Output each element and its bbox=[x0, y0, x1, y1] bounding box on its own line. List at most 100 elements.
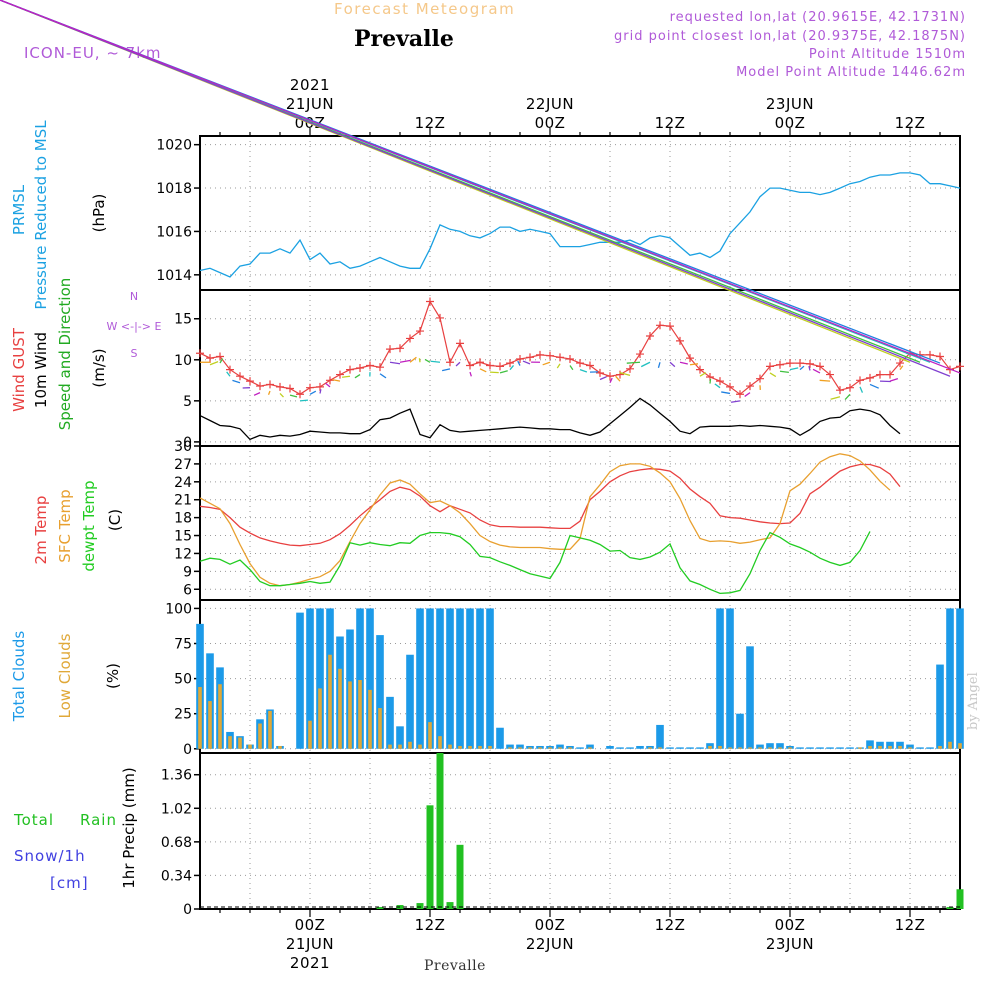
y-tick-label: 5 bbox=[183, 394, 192, 410]
total-clouds-bar bbox=[866, 740, 874, 749]
total-clouds-bar bbox=[946, 608, 954, 749]
total-clouds-bar bbox=[366, 608, 374, 749]
total-clouds-bar bbox=[356, 608, 364, 749]
total-clouds-bar bbox=[806, 747, 814, 749]
total-clouds-bar bbox=[376, 635, 384, 749]
rain-bar bbox=[376, 907, 384, 909]
x-tick-label-top: 12Z bbox=[895, 114, 926, 132]
total-rain-label-total: Total bbox=[13, 811, 54, 829]
low-clouds-bar bbox=[328, 654, 332, 749]
low-clouds-bar bbox=[888, 745, 892, 749]
low-clouds-bar bbox=[518, 747, 522, 749]
total-clouds-bar bbox=[526, 745, 534, 749]
wind-direction-arrow bbox=[556, 363, 561, 369]
wind-direction-arrow bbox=[819, 379, 831, 382]
chart-subtitle: Forecast Meteogram bbox=[334, 0, 516, 18]
wind-direction-arrow bbox=[619, 371, 631, 377]
total-clouds-bar bbox=[616, 747, 624, 749]
total-rain-label-rain: Rain bbox=[80, 811, 117, 829]
wind-direction-arrow bbox=[640, 361, 651, 368]
wind-gust-marker bbox=[486, 361, 494, 370]
x-tick-label-bottom: 2021 bbox=[290, 954, 330, 972]
x-tick-label-bottom: 21JUN bbox=[286, 935, 334, 953]
wind-gust-marker bbox=[256, 382, 264, 391]
wind-gust-marker bbox=[716, 377, 724, 386]
wind-direction-arrow bbox=[209, 361, 219, 366]
wind-direction-arrow bbox=[689, 363, 699, 366]
wind-direction-arrow bbox=[319, 389, 322, 394]
wind-gust-marker bbox=[476, 358, 484, 367]
low-clouds-bar bbox=[748, 747, 752, 749]
wind-direction-arrow bbox=[626, 361, 641, 364]
wind-gust-marker bbox=[756, 374, 764, 383]
y-tick-label: 1.36 bbox=[161, 768, 192, 784]
total-clouds-bar bbox=[926, 747, 934, 749]
total-clouds-bar bbox=[456, 608, 464, 749]
wind-direction-arrow bbox=[699, 372, 707, 377]
temp-dewpt-label: dewpt Temp bbox=[80, 480, 98, 571]
low-clouds-bar bbox=[248, 744, 252, 749]
low-clouds-bar bbox=[718, 745, 722, 749]
total-clouds-bar bbox=[646, 745, 654, 749]
wind-gust-marker bbox=[816, 362, 824, 371]
wind-gust-marker bbox=[796, 359, 804, 368]
wind-direction-arrow bbox=[430, 360, 441, 363]
low-clouds-bar bbox=[338, 668, 342, 749]
wind-gust-marker bbox=[456, 339, 464, 348]
total-clouds-bar bbox=[576, 747, 584, 749]
wind-gust-marker bbox=[686, 354, 694, 363]
total-clouds-bar bbox=[936, 664, 944, 749]
low-clouds-bar bbox=[308, 720, 312, 749]
wind-direction-arrow bbox=[869, 383, 879, 389]
total-clouds-bar bbox=[956, 608, 964, 749]
low-clouds-bar bbox=[438, 736, 442, 749]
total-clouds-bar bbox=[826, 747, 834, 749]
total-clouds-bar bbox=[846, 747, 854, 749]
wind-direction-arrow bbox=[232, 379, 241, 384]
low-clouds-bar bbox=[398, 744, 402, 749]
wind-gust-marker bbox=[196, 349, 204, 358]
y-tick-label: 27 bbox=[174, 457, 192, 473]
total-clouds-bar bbox=[316, 608, 324, 749]
clouds-unit: (%) bbox=[104, 663, 122, 689]
wind-gust-marker bbox=[446, 358, 454, 367]
wind-gust-marker bbox=[356, 364, 364, 372]
wind-gust-marker bbox=[586, 361, 594, 370]
pressure-label-full: Pressure Reduced to MSL bbox=[32, 120, 50, 310]
y-tick-label: 10 bbox=[174, 353, 192, 369]
wind-gust-marker bbox=[366, 361, 374, 370]
total-clouds-bar bbox=[686, 747, 694, 749]
rain-bar bbox=[416, 903, 424, 909]
low-clouds-bar bbox=[408, 741, 412, 749]
total-clouds-bar bbox=[636, 745, 644, 749]
total-clouds-bar bbox=[506, 744, 514, 749]
wind-direction-arrow bbox=[289, 394, 298, 398]
wind-gust-line bbox=[199, 300, 961, 396]
wind-gust-marker bbox=[636, 350, 644, 359]
wind-direction-arrow bbox=[812, 368, 821, 374]
total-clouds-bar bbox=[196, 623, 204, 749]
low-clouds-bar bbox=[658, 747, 662, 749]
total-clouds-bar bbox=[406, 654, 414, 749]
low-clouds-bar bbox=[528, 747, 532, 749]
wind-direction-arrow bbox=[799, 365, 805, 371]
wind-direction-arrow bbox=[714, 383, 721, 389]
x-tick-label-top: 00Z bbox=[775, 114, 806, 132]
wind-direction-arrow bbox=[808, 365, 811, 371]
wind-direction-arrow bbox=[399, 359, 411, 363]
low-clouds-bar bbox=[368, 689, 372, 749]
wind-gust-marker bbox=[596, 368, 604, 377]
y-tick-label: 1014 bbox=[156, 268, 192, 284]
wind-gust-marker bbox=[296, 390, 304, 399]
low-clouds-bar bbox=[508, 747, 512, 749]
wind-gust-marker bbox=[266, 380, 274, 389]
wind-direction-arrow bbox=[889, 377, 899, 382]
wind-gust-marker bbox=[316, 382, 324, 391]
wind-direction-arrow bbox=[409, 356, 417, 363]
wind-direction-arrow bbox=[569, 365, 574, 371]
wind-direction-arrow bbox=[899, 365, 904, 371]
total-clouds-bar bbox=[716, 608, 724, 749]
temp-dewpt-line bbox=[199, 531, 871, 595]
total-clouds-bar bbox=[796, 747, 804, 749]
total-clouds-bar bbox=[606, 745, 614, 749]
